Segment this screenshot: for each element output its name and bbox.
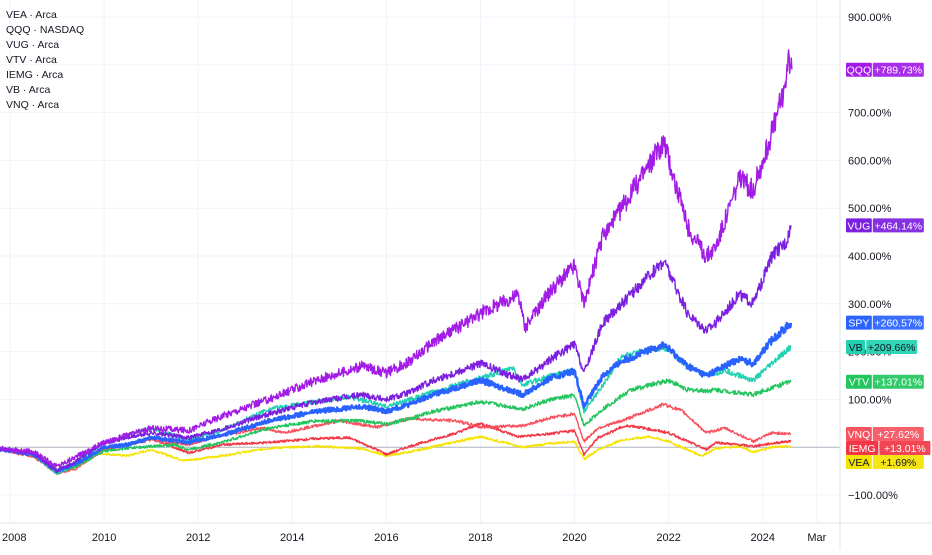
legend-item-vnq[interactable]: VNQ · Arca xyxy=(6,99,60,111)
x-axis: 2008 2010 2012 2014 2016 2018 2020 2022 2024 Mar xyxy=(2,532,827,544)
price-label-value: +789.73% xyxy=(875,65,923,77)
price-label-ticker-bg xyxy=(846,440,879,455)
x-tick-label: 2024 xyxy=(750,532,774,544)
x-tick-label: 2012 xyxy=(186,532,210,544)
series-line-qqq xyxy=(0,49,793,468)
y-tick-label: 700.00% xyxy=(848,108,892,120)
last-value-labels: QQQ +789.73% VUG +464.14% SPY +260.57% VB +209.… xyxy=(846,62,931,469)
price-label-value: +209.66% xyxy=(868,342,916,354)
price-label-value: +13.01% xyxy=(884,443,926,455)
x-tick-label: 2016 xyxy=(374,532,398,544)
price-label-value-bg xyxy=(872,218,924,233)
price-label-iemg: IEMG +13.01% xyxy=(846,440,931,455)
y-tick-label: 900.00% xyxy=(848,12,892,24)
legend-item-vug[interactable]: VUG · Arca xyxy=(6,39,60,51)
series-line-spy xyxy=(0,321,793,473)
price-label-value-bg xyxy=(879,440,931,455)
y-tick-label: 100.00% xyxy=(848,394,892,406)
price-label-qqq: QQQ +789.73% xyxy=(846,62,924,77)
price-label-vea: VEA +1.69% xyxy=(846,454,924,469)
price-label-ticker-bg xyxy=(846,62,872,77)
price-label-value: +464.14% xyxy=(875,220,923,232)
legend-item-vb[interactable]: VB · Arca xyxy=(6,84,51,96)
price-label-value-bg xyxy=(872,454,924,469)
price-label-ticker: VNQ xyxy=(848,429,871,441)
y-tick-label: 500.00% xyxy=(848,203,892,215)
price-label-vnq: VNQ +27.62% xyxy=(846,426,924,441)
price-label-value-bg xyxy=(872,426,924,441)
price-label-ticker: VTV xyxy=(849,377,869,389)
legend-item-vtv[interactable]: VTV · Arca xyxy=(6,54,57,66)
price-label-ticker-bg xyxy=(846,315,872,330)
x-tick-label: 2014 xyxy=(280,532,304,544)
price-label-ticker-bg xyxy=(846,426,872,441)
y-tick-label: 300.00% xyxy=(848,299,892,311)
price-label-value-bg xyxy=(872,374,924,389)
legend-item-vea[interactable]: VEA · Arca xyxy=(6,9,57,21)
price-label-ticker: SPY xyxy=(848,318,869,330)
price-label-value: +1.69% xyxy=(880,457,916,469)
price-label-value-bg xyxy=(872,62,924,77)
y-tick-label: −100.00% xyxy=(848,490,898,502)
price-label-value: +137.01% xyxy=(875,377,923,389)
price-label-spy: SPY +260.57% xyxy=(846,315,924,330)
price-label-vug: VUG +464.14% xyxy=(846,218,924,233)
x-tick-label: 2008 xyxy=(2,532,26,544)
x-tick-label: 2022 xyxy=(656,532,680,544)
price-label-vb: VB +209.66% xyxy=(846,339,918,354)
price-label-ticker: IEMG xyxy=(849,443,876,455)
price-label-value-bg xyxy=(872,315,924,330)
series-group xyxy=(0,49,793,475)
x-tick-label: Mar xyxy=(807,532,826,544)
symbol-legend: VEA · Arca QQQ · NASDAQ VUG · Arca VTV ·… xyxy=(6,8,84,113)
price-label-ticker-bg xyxy=(846,454,872,469)
series-line-vtv xyxy=(0,378,792,475)
price-label-value: +260.57% xyxy=(875,318,923,330)
y-tick-label: 600.00% xyxy=(848,155,892,167)
price-label-ticker: QQQ xyxy=(847,65,872,77)
legend-item-iemg[interactable]: IEMG · Arca xyxy=(6,69,64,81)
price-label-ticker-bg xyxy=(846,339,866,354)
price-label-vtv: VTV +137.01% xyxy=(846,374,924,389)
x-tick-label: 2018 xyxy=(468,532,492,544)
price-label-ticker: VUG xyxy=(848,220,871,232)
x-tick-label: 2010 xyxy=(92,532,116,544)
price-label-ticker-bg xyxy=(846,218,872,233)
price-label-ticker: VEA xyxy=(848,457,869,469)
price-label-ticker: VB xyxy=(849,342,863,354)
x-tick-label: 2020 xyxy=(562,532,586,544)
y-axis: 900.00% 700.00% 600.00% 500.00% 400.00% 300.0… xyxy=(848,12,898,502)
series-line-iemg xyxy=(0,422,792,475)
y-tick-label: 400.00% xyxy=(848,251,892,263)
legend-item-qqq[interactable]: QQQ · NASDAQ xyxy=(6,24,85,36)
price-label-value-bg xyxy=(866,339,918,354)
price-label-ticker-bg xyxy=(846,374,872,389)
price-label-value: +27.62% xyxy=(877,429,919,441)
